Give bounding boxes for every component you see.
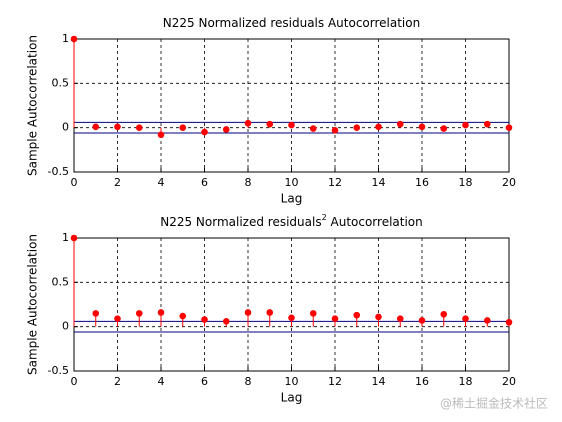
stem-marker xyxy=(375,313,382,321)
x-tick-label: 12 xyxy=(328,375,342,388)
stem-marker xyxy=(92,123,100,131)
x-tick-label: 12 xyxy=(328,176,342,189)
y-tick-label: 1 xyxy=(62,32,69,45)
x-tick-label: 20 xyxy=(502,176,516,189)
x-tick-label: 4 xyxy=(158,176,165,189)
stem-marker xyxy=(309,125,317,132)
stem-marker xyxy=(157,309,165,316)
x-axis-label: Lag xyxy=(281,192,303,206)
stem-marker xyxy=(462,315,469,322)
stem-marker xyxy=(288,314,295,322)
stem-marker xyxy=(92,310,100,317)
x-tick-label: 18 xyxy=(459,176,473,189)
stem-marker xyxy=(70,35,78,43)
x-tick-label: 0 xyxy=(71,375,78,388)
stem-marker xyxy=(396,120,404,128)
stem-marker xyxy=(222,126,230,133)
x-axis-label: Lag xyxy=(281,391,303,405)
stem-marker xyxy=(201,128,208,136)
stem-marker xyxy=(331,315,339,322)
stem-marker xyxy=(179,124,187,131)
stem-marker xyxy=(114,123,121,131)
stem-marker xyxy=(70,234,78,242)
stem-marker xyxy=(483,317,491,324)
x-tick-label: 6 xyxy=(201,375,208,388)
x-tick-label: 8 xyxy=(245,375,252,388)
x-tick-label: 6 xyxy=(201,176,208,189)
x-tick-label: 0 xyxy=(71,176,78,189)
stem-marker xyxy=(440,125,448,132)
stem-marker xyxy=(135,310,143,317)
y-tick-label: 0 xyxy=(62,320,69,333)
x-tick-label: 18 xyxy=(459,375,473,388)
stem-marker xyxy=(222,318,230,325)
chart-title: N225 Normalized residuals Autocorrelatio… xyxy=(163,16,420,30)
x-tick-label: 4 xyxy=(158,375,165,388)
y-tick-label: -0.5 xyxy=(48,165,69,178)
y-axis-label: Sample Autocorrelation xyxy=(26,234,40,375)
stem-marker xyxy=(157,131,165,139)
title-part: 2 xyxy=(322,213,327,222)
stem-marker xyxy=(505,124,513,131)
y-tick-label: 1 xyxy=(62,231,69,244)
x-tick-label: 16 xyxy=(415,176,429,189)
stem-marker xyxy=(244,309,252,316)
stem-marker xyxy=(353,311,361,319)
x-tick-label: 14 xyxy=(372,375,386,388)
stem-marker xyxy=(375,123,382,131)
x-tick-label: 8 xyxy=(245,176,252,189)
stem-marker xyxy=(179,312,187,320)
x-tick-label: 2 xyxy=(114,176,121,189)
stem-marker xyxy=(396,315,404,322)
stem-marker xyxy=(505,318,513,326)
title-part: Autocorrelation xyxy=(327,215,423,229)
stem-marker xyxy=(266,309,274,316)
stem-marker xyxy=(353,124,361,131)
x-tick-label: 10 xyxy=(285,375,299,388)
stem-marker xyxy=(201,316,208,323)
y-tick-label: 0 xyxy=(62,121,69,134)
stem-marker xyxy=(244,119,252,127)
x-tick-label: 2 xyxy=(114,375,121,388)
y-tick-label: -0.5 xyxy=(48,364,69,377)
stem-marker xyxy=(462,121,469,129)
watermark: @稀土掘金技术社区 xyxy=(440,396,548,411)
title-part: N225 Normalized residuals Autocorrelatio… xyxy=(163,16,420,30)
y-tick-label: 0.5 xyxy=(52,76,70,89)
stem-marker xyxy=(440,310,448,318)
stem-marker xyxy=(418,123,426,131)
x-tick-label: 16 xyxy=(415,375,429,388)
stem-marker xyxy=(309,310,317,317)
stem-marker xyxy=(483,120,491,128)
stem-marker xyxy=(418,317,426,324)
stem-marker xyxy=(135,124,143,131)
stem-marker xyxy=(114,315,121,322)
stem-marker xyxy=(288,121,295,129)
x-tick-label: 14 xyxy=(372,176,386,189)
y-axis-label: Sample Autocorrelation xyxy=(26,35,40,176)
y-tick-label: 0.5 xyxy=(52,275,70,288)
x-tick-label: 20 xyxy=(502,375,516,388)
x-tick-label: 10 xyxy=(285,176,299,189)
stem-marker xyxy=(266,120,274,128)
chart-title: N225 Normalized residuals2 Autocorrelati… xyxy=(160,213,423,229)
title-part: N225 Normalized residuals xyxy=(160,215,321,229)
stem-marker xyxy=(331,127,339,134)
